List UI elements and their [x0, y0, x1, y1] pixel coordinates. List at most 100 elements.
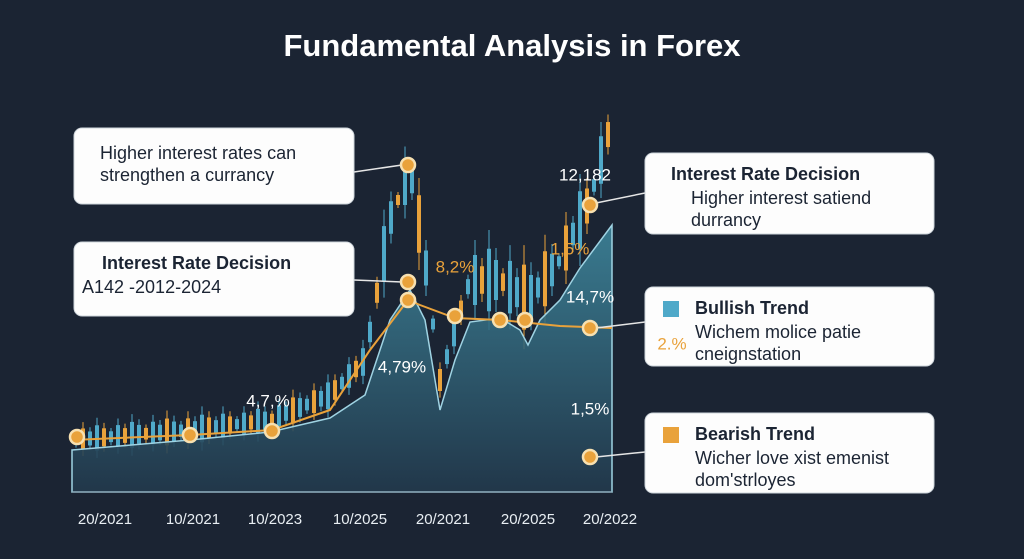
candle-body	[550, 253, 554, 287]
candle-body	[242, 412, 246, 434]
candle-body	[487, 248, 491, 312]
candle-body	[606, 122, 610, 148]
candle-body	[207, 417, 211, 438]
connector	[595, 192, 646, 204]
callout-text: dom'strloyes	[695, 470, 795, 490]
markers	[68, 156, 599, 466]
marker	[68, 428, 86, 446]
candle-body	[214, 420, 218, 434]
candle-body	[235, 419, 239, 430]
candle-body	[165, 418, 169, 446]
candle-body	[536, 277, 540, 298]
candle-body	[578, 191, 582, 249]
callout-icon	[663, 301, 679, 317]
callout-heading: Interest Rate Decision	[102, 253, 291, 273]
point-label: 4,7,%	[246, 391, 289, 410]
callout-text: durrancy	[691, 210, 761, 230]
candle-body	[116, 425, 120, 448]
x-axis-label: 20/2025	[501, 511, 555, 528]
marker	[399, 156, 417, 174]
candle-body	[396, 195, 400, 205]
candle-body	[431, 318, 435, 330]
point-label: 1,5%	[551, 239, 590, 258]
title: Fundamental Analysis in Forex	[283, 28, 741, 63]
callout-heading: Bearish Trend	[695, 424, 815, 444]
marker	[581, 319, 599, 337]
candle-body	[424, 250, 428, 286]
x-axis-label: 20/2022	[583, 511, 637, 528]
candle-body	[508, 260, 512, 314]
callout-box	[644, 412, 935, 494]
candle-body	[123, 428, 127, 443]
x-axis-label: 10/2021	[166, 511, 220, 528]
candle-body	[221, 413, 225, 439]
candle-body	[445, 349, 449, 365]
connector	[353, 164, 403, 173]
candle-body	[172, 421, 176, 442]
marker	[491, 311, 509, 329]
candle-body	[417, 195, 421, 253]
callout-heading: Interest Rate Decision	[671, 164, 860, 184]
candle-body	[228, 416, 232, 434]
labels: 20/2021 10/2021 10/2023 10/2025 20/2021 20/20…	[78, 165, 687, 527]
point-label: 1,5%	[571, 399, 610, 418]
candle-body	[151, 421, 155, 445]
connectors	[353, 164, 646, 458]
connector	[595, 451, 646, 458]
candle-body	[501, 273, 505, 291]
point-label: 12,182	[559, 165, 611, 184]
candle-body	[543, 251, 547, 307]
marker	[581, 196, 599, 214]
candle-body	[263, 411, 267, 430]
candle-body	[277, 405, 281, 428]
candle-body	[529, 275, 533, 318]
marker	[263, 422, 281, 440]
candle-body	[102, 428, 106, 447]
callout-box	[73, 127, 355, 205]
callout-text: Higher interest satiend	[691, 188, 871, 208]
candles	[74, 114, 610, 459]
candle-body	[347, 364, 351, 388]
candle-body	[382, 226, 386, 282]
marker	[446, 307, 464, 325]
candle-body	[354, 360, 358, 378]
candle-body	[319, 390, 323, 407]
x-axis-label: 10/2023	[248, 511, 302, 528]
marker	[516, 311, 534, 329]
callout-text: Wichem molice patie	[695, 322, 861, 342]
candle-body	[564, 225, 568, 271]
callout-box	[644, 152, 935, 235]
candle-body	[298, 398, 302, 417]
marker	[399, 291, 417, 309]
candle-body	[130, 421, 134, 448]
candle-body	[480, 266, 484, 294]
candle-body	[438, 369, 442, 391]
candle-body	[459, 300, 463, 320]
candle-body	[284, 405, 288, 421]
point-label: 2.%	[657, 334, 686, 353]
candle-body	[137, 424, 141, 444]
x-axis-label: 20/2021	[416, 511, 470, 528]
callout-heading: Bullish Trend	[695, 298, 809, 318]
point-label: 8,2%	[436, 257, 475, 276]
candle-body	[326, 382, 330, 410]
marker	[181, 426, 199, 444]
x-axis-label: 20/2021	[78, 511, 132, 528]
callout-text: Higher interest rates can	[100, 143, 296, 163]
callout-text: Wicher love xist emenist	[695, 448, 889, 468]
candle-body	[403, 160, 407, 205]
price-area	[71, 222, 613, 493]
candle-body	[305, 398, 309, 411]
marker	[399, 273, 417, 291]
callout-box	[73, 241, 355, 317]
candle-body	[270, 413, 274, 425]
candle-body	[95, 425, 99, 451]
candle-body	[557, 256, 561, 267]
point-label: 14,7%	[566, 287, 614, 306]
candle-body	[571, 222, 575, 246]
callout-box	[644, 286, 935, 367]
connector	[595, 321, 646, 329]
candle-body	[158, 424, 162, 441]
